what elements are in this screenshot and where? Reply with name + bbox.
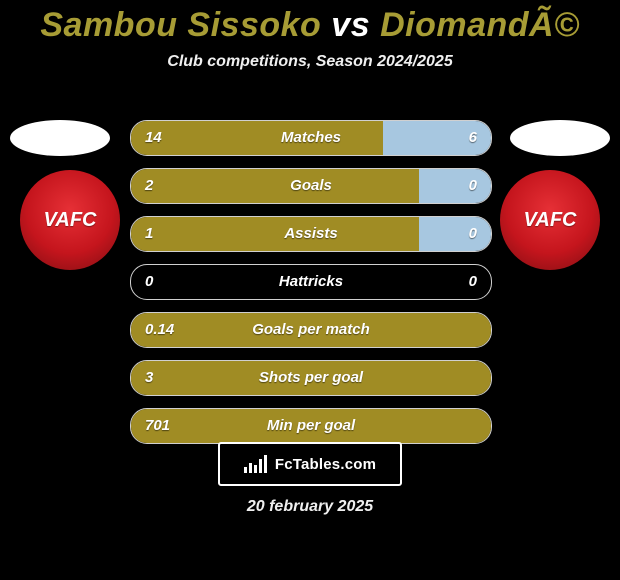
stat-row: 0.14Goals per match	[130, 312, 492, 348]
stat-label: Hattricks	[131, 265, 491, 299]
player2-club-badge: VAFC	[500, 170, 600, 270]
watermark: FcTables.com	[218, 442, 402, 486]
page-title: Sambou Sissoko vs DiomandÃ©	[0, 0, 620, 45]
stat-label: Shots per goal	[131, 361, 491, 395]
stat-label: Matches	[131, 121, 491, 155]
chart-icon	[244, 455, 269, 473]
stat-label: Goals per match	[131, 313, 491, 347]
stat-row: 10Assists	[130, 216, 492, 252]
stat-row: 3Shots per goal	[130, 360, 492, 396]
vs-text: vs	[331, 6, 370, 44]
stat-row: 00Hattricks	[130, 264, 492, 300]
footer-date: 20 february 2025	[0, 498, 620, 516]
subtitle: Club competitions, Season 2024/2025	[0, 53, 620, 71]
watermark-text: FcTables.com	[275, 456, 376, 473]
stat-row: 146Matches	[130, 120, 492, 156]
stat-rows-container: 146Matches 20Goals 10Assists 00Hattricks 0.1…	[130, 120, 490, 456]
player2-flag-placeholder	[510, 120, 610, 156]
player1-name: Sambou Sissoko	[40, 6, 321, 44]
stat-label: Min per goal	[131, 409, 491, 443]
stat-label: Assists	[131, 217, 491, 251]
comparison-card: Sambou Sissoko vs DiomandÃ© Club competi…	[0, 0, 620, 580]
player1-flag-placeholder	[10, 120, 110, 156]
stat-row: 20Goals	[130, 168, 492, 204]
stat-row: 701Min per goal	[130, 408, 492, 444]
club-badge-text-left: VAFC	[44, 209, 97, 232]
player2-name: DiomandÃ©	[380, 6, 580, 44]
club-badge-text-right: VAFC	[524, 209, 577, 232]
player1-club-badge: VAFC	[20, 170, 120, 270]
stat-label: Goals	[131, 169, 491, 203]
